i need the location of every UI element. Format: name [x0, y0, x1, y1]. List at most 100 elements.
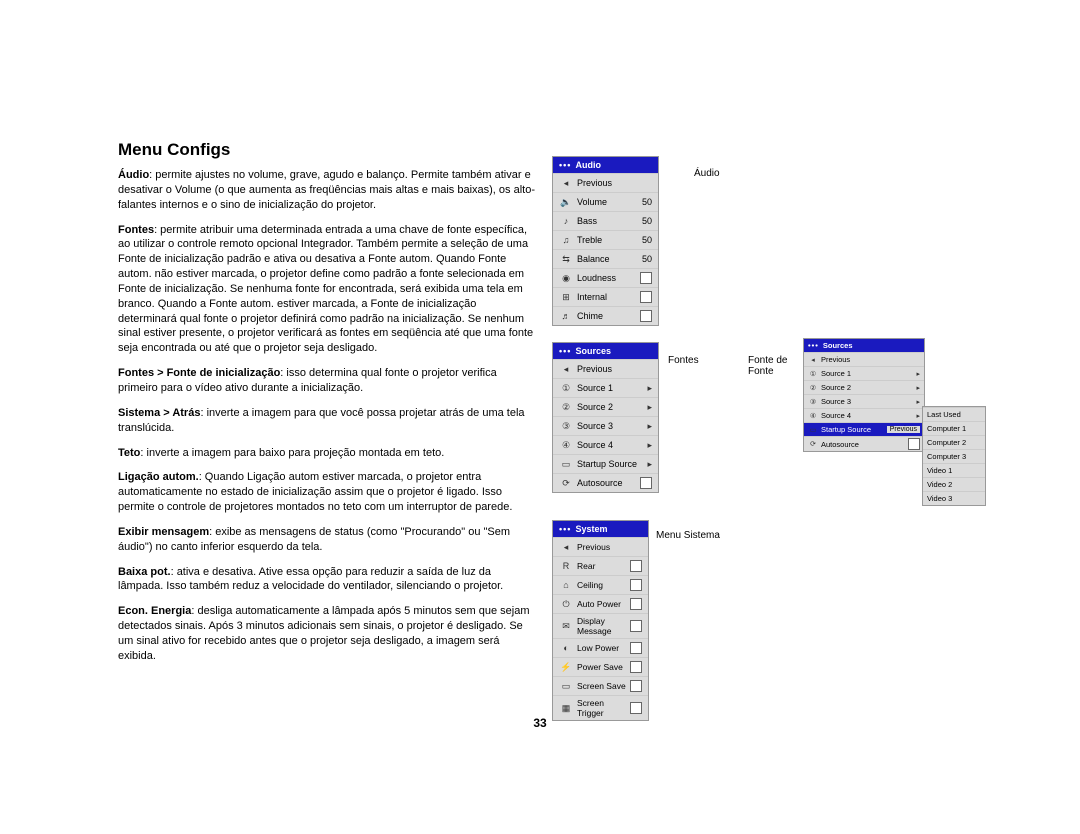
- row-icon: ③: [808, 397, 818, 406]
- paragraph: Baixa pot.: ativa e desativa. Ative essa…: [118, 565, 538, 595]
- submenu-row[interactable]: Last Used: [923, 407, 985, 421]
- row-icon: ④: [808, 411, 818, 420]
- submenu-row[interactable]: Video 3: [923, 491, 985, 505]
- audio-menu-header: •••Audio: [553, 157, 658, 173]
- checkbox[interactable]: [630, 702, 642, 714]
- submenu-row[interactable]: Computer 1: [923, 421, 985, 435]
- paragraph: Exibir mensagem: exibe as mensagens de s…: [118, 525, 538, 555]
- menu-row[interactable]: ✉ Display Message: [553, 613, 648, 638]
- checkbox[interactable]: [630, 661, 642, 673]
- checkbox[interactable]: [630, 560, 642, 572]
- row-icon: ⏻: [559, 598, 573, 610]
- menu-row[interactable]: ⟳Autosource: [804, 436, 924, 451]
- row-label: Power Save: [577, 662, 630, 672]
- row-icon: ▭: [559, 458, 573, 470]
- submenu-label: Computer 1: [927, 424, 981, 433]
- submenu-row[interactable]: Computer 2: [923, 435, 985, 449]
- paragraphs-container: Áudio: permite ajustes no volume, grave,…: [118, 168, 538, 664]
- paragraph-term: Teto: [118, 447, 140, 459]
- row-label: Balance: [577, 254, 632, 264]
- menu-row[interactable]: ①Source 1▸: [804, 366, 924, 380]
- row-label: Display Message: [577, 616, 630, 636]
- row-label: Auto Power: [577, 599, 630, 609]
- audio-header-label: Audio: [575, 160, 601, 170]
- menu-row[interactable]: ②Source 2▸: [804, 380, 924, 394]
- page-title: Menu Configs: [118, 140, 538, 160]
- menu-row[interactable]: ⊞Internal: [553, 287, 658, 306]
- row-label: Startup Source: [821, 425, 887, 434]
- menu-row[interactable]: ◂Previous: [553, 359, 658, 378]
- submenu-row[interactable]: Computer 3: [923, 449, 985, 463]
- menu-row[interactable]: ⌂Ceiling: [553, 575, 648, 594]
- checkbox[interactable]: [630, 620, 642, 632]
- checkbox[interactable]: [630, 642, 642, 654]
- menu-row[interactable]: ⇆Balance50: [553, 249, 658, 268]
- system-menu-header: •••System: [553, 521, 648, 537]
- row-icon: ⟳: [808, 440, 818, 449]
- checkbox[interactable]: [640, 291, 652, 303]
- checkbox[interactable]: [640, 272, 652, 284]
- system-menu-panel: •••System ◂PreviousRRear⌂Ceiling ⏻ Auto Po…: [552, 520, 649, 721]
- submenu-row[interactable]: Video 1: [923, 463, 985, 477]
- menu-row[interactable]: ◂Previous: [553, 537, 648, 556]
- arrow-icon: ▸: [910, 370, 920, 378]
- menu-row[interactable]: ⟳Autosource: [553, 473, 658, 492]
- fontes-caption: Fontes: [668, 355, 699, 366]
- row-icon: ◉: [559, 272, 573, 284]
- menu-row[interactable]: RRear: [553, 556, 648, 575]
- row-label: Source 4: [577, 440, 642, 450]
- submenu-label: Computer 2: [927, 438, 981, 447]
- row-icon: ◂: [559, 541, 573, 553]
- menu-row[interactable]: ①Source 1▸: [553, 378, 658, 397]
- submenu-row[interactable]: Video 2: [923, 477, 985, 491]
- row-label: Source 3: [821, 397, 910, 406]
- menu-row[interactable]: ⏻ Auto Power: [553, 594, 648, 613]
- menu-row[interactable]: ◂Previous: [804, 352, 924, 366]
- paragraph: Áudio: permite ajustes no volume, grave,…: [118, 168, 538, 213]
- row-icon: ✉: [559, 620, 573, 632]
- paragraph-term: Ligação autom.: [118, 471, 199, 483]
- row-label: Autosource: [577, 478, 640, 488]
- menu-row[interactable]: ③Source 3▸: [804, 394, 924, 408]
- menu-row[interactable]: ◂Previous: [553, 173, 658, 192]
- menu-row[interactable]: ♫Treble50: [553, 230, 658, 249]
- row-icon: ③: [559, 420, 573, 432]
- menu-row[interactable]: ④Source 4▸: [804, 408, 924, 422]
- menu-row[interactable]: ⚡ Power Save: [553, 657, 648, 676]
- menu-row[interactable]: ▭Startup SourcePrevious: [804, 422, 924, 436]
- checkbox[interactable]: [630, 680, 642, 692]
- menu-row[interactable]: ▭ Screen Save: [553, 676, 648, 695]
- startup-header: •••Sources: [804, 339, 924, 352]
- arrow-icon: ▸: [642, 421, 652, 432]
- row-icon: ①: [559, 382, 573, 394]
- menu-row[interactable]: 🔈Volume50: [553, 192, 658, 211]
- checkbox[interactable]: [640, 477, 652, 489]
- row-value: 50: [632, 254, 652, 264]
- menu-row[interactable]: ③Source 3▸: [553, 416, 658, 435]
- row-icon: ◐: [559, 642, 573, 654]
- row-label: Autosource: [821, 440, 908, 449]
- sources-menu-header: •••Sources: [553, 343, 658, 359]
- paragraph: Fontes: permite atribuir uma determinada…: [118, 223, 538, 357]
- menu-row[interactable]: ▭Startup Source▸: [553, 454, 658, 473]
- row-icon: ◂: [808, 355, 818, 364]
- paragraph-term: Econ. Energia: [118, 605, 191, 617]
- row-label: Screen Save: [577, 681, 630, 691]
- checkbox[interactable]: [630, 598, 642, 610]
- menu-row[interactable]: ♬Chime: [553, 306, 658, 325]
- row-icon: ♫: [559, 234, 573, 246]
- menu-row[interactable]: ♪Bass50: [553, 211, 658, 230]
- row-icon: ▭: [559, 680, 573, 692]
- menu-row[interactable]: ◉Loudness: [553, 268, 658, 287]
- sources-header-label: Sources: [575, 346, 611, 356]
- arrow-icon: ▸: [642, 402, 652, 413]
- row-icon: ②: [559, 401, 573, 413]
- checkbox[interactable]: [640, 310, 652, 322]
- row-icon: ⚡: [559, 661, 573, 673]
- menu-row[interactable]: ④Source 4▸: [553, 435, 658, 454]
- checkbox[interactable]: [630, 579, 642, 591]
- fonte-de-caption: Fonte deFonte: [748, 355, 787, 377]
- menu-row[interactable]: ◐Low Power: [553, 638, 648, 657]
- checkbox[interactable]: [908, 438, 920, 450]
- menu-row[interactable]: ②Source 2▸: [553, 397, 658, 416]
